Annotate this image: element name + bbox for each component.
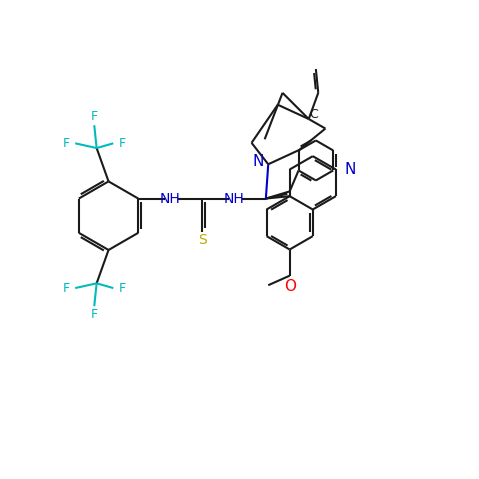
Text: F: F — [118, 282, 125, 295]
Text: F: F — [118, 137, 125, 150]
Text: F: F — [91, 308, 98, 321]
Text: NH: NH — [224, 192, 244, 205]
Text: F: F — [63, 282, 70, 295]
Text: N: N — [344, 162, 356, 177]
Text: F: F — [91, 110, 98, 123]
Text: S: S — [198, 233, 206, 247]
Text: F: F — [63, 137, 70, 150]
Text: C: C — [309, 108, 318, 121]
Text: NH: NH — [160, 192, 181, 205]
Text: O: O — [284, 279, 296, 294]
Text: N: N — [252, 154, 263, 170]
